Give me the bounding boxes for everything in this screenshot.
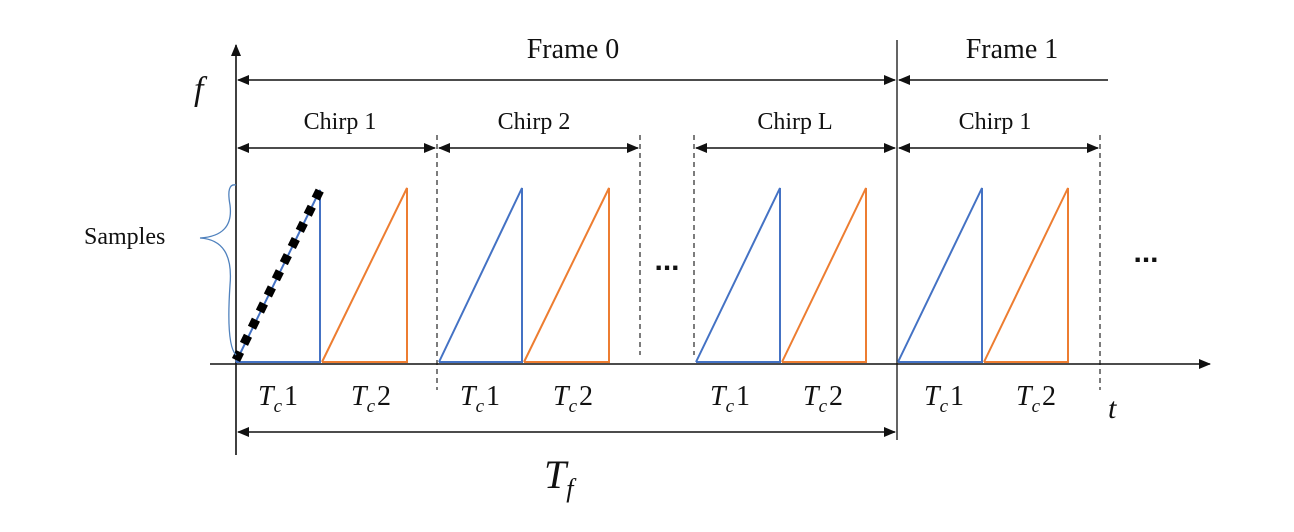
chirp-label: Chirp 1	[959, 109, 1032, 135]
tx2-chirp-ramp	[523, 187, 610, 363]
tc-label: Tc1	[258, 381, 298, 417]
tc-label: Tc2	[803, 381, 843, 417]
tx2-chirp-ramp	[781, 187, 867, 363]
tc-label: Tc1	[710, 381, 750, 417]
tc-label: Tc2	[1016, 381, 1056, 417]
tc-label: Tc2	[553, 381, 593, 417]
tx1-chirp-ramp	[695, 187, 781, 363]
chirp-label: Chirp L	[757, 109, 832, 135]
chirp-label: Chirp 2	[498, 109, 571, 135]
samples-label: Samples	[84, 224, 165, 250]
samples-brace	[199, 184, 237, 356]
tc-label: Tc1	[460, 381, 500, 417]
frame1-label: Frame 1	[966, 34, 1059, 65]
chirp-label: Chirp 1	[304, 109, 377, 135]
tx1-chirp-ramp	[897, 187, 983, 363]
ellipsis: ...	[1133, 236, 1158, 269]
chirp-duration-labels: Tc1 Tc2 Tc1 Tc2 Tc1 Tc2 Tc1 Tc2	[258, 381, 1056, 417]
x-axis-label: t	[1108, 392, 1117, 425]
y-axis-label: f	[194, 71, 208, 108]
adc-samples-line	[231, 188, 325, 362]
ellipsis: ...	[654, 244, 679, 277]
tx2-chirp-ramp	[321, 187, 408, 363]
tc-label: Tc2	[351, 381, 391, 417]
frame0-label: Frame 0	[527, 34, 620, 65]
tx2-chirp-ramp	[983, 187, 1069, 363]
tx1-chirp-ramp	[438, 187, 523, 363]
tc-label: Tc1	[924, 381, 964, 417]
frame-period-label: Tf	[544, 452, 577, 503]
